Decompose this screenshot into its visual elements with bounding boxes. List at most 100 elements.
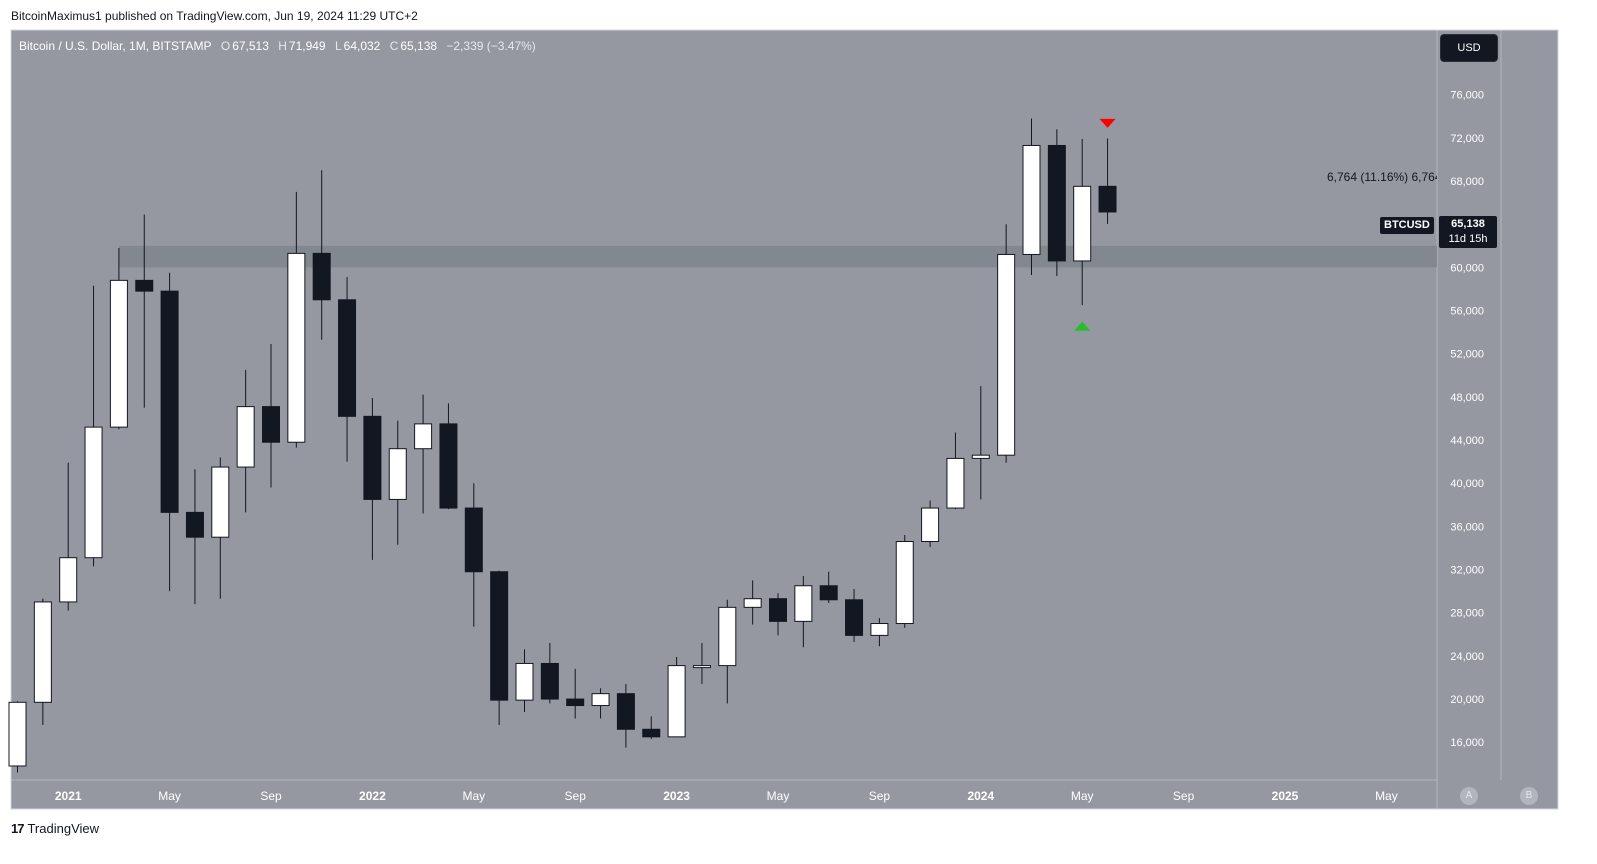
candle-body [946,457,965,509]
x-tick-label: May [1071,789,1094,803]
legend-open: 67,513 [232,39,269,53]
candle-2021-10 [287,191,306,448]
legend-low: 64,032 [343,39,381,53]
candle-2021-09 [262,344,280,488]
chart-frame [10,29,1559,810]
candle-2023-03 [718,599,737,704]
bar-countdown: 11d 15h [1448,233,1488,245]
x-tick-label: 2025 [1272,789,1299,803]
candle-2024-04 [1047,129,1066,277]
candle-2021-07 [211,457,230,599]
legend-change: −2,339 (−3.47%) [446,39,536,53]
candle-body [692,665,711,669]
x-tick-label: 2024 [967,789,994,803]
candle-body [1098,185,1117,213]
candle-2024-03 [1022,118,1041,275]
candle-body [33,601,52,703]
y-tick-label: 28,000 [1450,608,1484,620]
candle-2024-05 [1073,138,1092,306]
candle-2021-12 [338,277,357,462]
last-price-tag: 65,138 11d 15h [1439,216,1497,248]
candle-2023-08 [845,588,864,642]
candle-body [338,299,357,417]
candle-2023-01 [667,656,686,738]
time-axis-area [11,780,1558,809]
right-margin-area [1501,30,1558,780]
tradingview-brand: TradingView [27,821,100,836]
x-tick-label: May [158,789,181,803]
candle-2021-06 [185,469,204,605]
candle-body [540,662,559,700]
candle-2023-07 [819,571,838,604]
x-tick-label: 2023 [663,789,690,803]
candle-body [160,290,179,513]
candle-body [211,466,230,538]
candle-2022-07 [515,649,534,713]
candle-2021-01 [59,462,78,611]
candle-body [185,511,204,538]
candle-2022-11 [616,683,635,748]
candle-body [363,415,382,500]
candle-2021-02 [84,285,103,567]
candle-body [8,701,27,767]
y-tick-label: 16,000 [1450,737,1484,749]
x-tick-label: 2021 [55,789,82,803]
y-tick-label: 52,000 [1450,349,1484,361]
candle-body [819,585,838,601]
x-tick-label: May [1375,789,1398,803]
plot-area [11,30,1437,780]
y-tick-label: 32,000 [1450,565,1484,577]
x-tick-label: 2022 [359,789,386,803]
candle-body [84,426,103,559]
candle-body [971,454,990,459]
candle-body [59,557,78,603]
candle-body [794,585,813,622]
candle-2021-08 [236,369,255,513]
candle-2023-06 [794,576,813,648]
price-axis-area [1437,30,1501,780]
candle-body [490,571,509,701]
y-tick-label: 36,000 [1450,521,1484,533]
candle-body [236,406,255,468]
candle-body [1047,144,1066,262]
candle-2023-09 [870,618,889,647]
last-price: 65,138 [1451,218,1485,230]
candle-2023-02 [692,642,711,684]
candle-body [769,598,787,622]
candle-body [895,541,914,625]
candle-body [591,693,610,707]
x-tick-label: Sep [260,789,282,803]
candle-body [515,662,534,701]
candle-2024-02 [997,224,1016,463]
y-tick-label: 40,000 [1450,478,1484,490]
candle-body [667,665,686,738]
tradingview-logo[interactable]: 17 TradingView [11,821,99,836]
currency-button[interactable]: USD [1440,34,1498,62]
x-tick-label: Sep [565,789,587,803]
auto-scale-button[interactable]: A [1460,787,1478,805]
candle-body [921,507,940,543]
y-tick-label: 68,000 [1450,176,1484,188]
candle-body [439,423,458,509]
y-tick-label: 24,000 [1450,651,1484,663]
symbol-tag: BTCUSD [1380,217,1434,234]
candle-body [109,279,128,428]
candle-body [1022,144,1041,255]
candle-body [414,423,433,450]
candle-2021-11 [312,170,331,340]
log-scale-button[interactable]: B [1520,787,1538,805]
candle-body [718,606,737,667]
candle-2022-02 [388,420,407,545]
candle-2022-03 [414,394,433,514]
candle-body [262,406,280,443]
candle-2024-06 [1098,138,1117,224]
publisher-caption: BitcoinMaximus1 published on TradingView… [11,9,418,23]
candle-2024-01 [971,386,990,500]
sell-arrow-icon [1099,118,1116,128]
candle-2023-10 [895,535,914,628]
y-tick-label: 48,000 [1450,392,1484,404]
candle-body [870,623,889,636]
x-tick-label: May [462,789,485,803]
measure-label: 6,764 (11.16%) 6,764 [1327,170,1437,184]
